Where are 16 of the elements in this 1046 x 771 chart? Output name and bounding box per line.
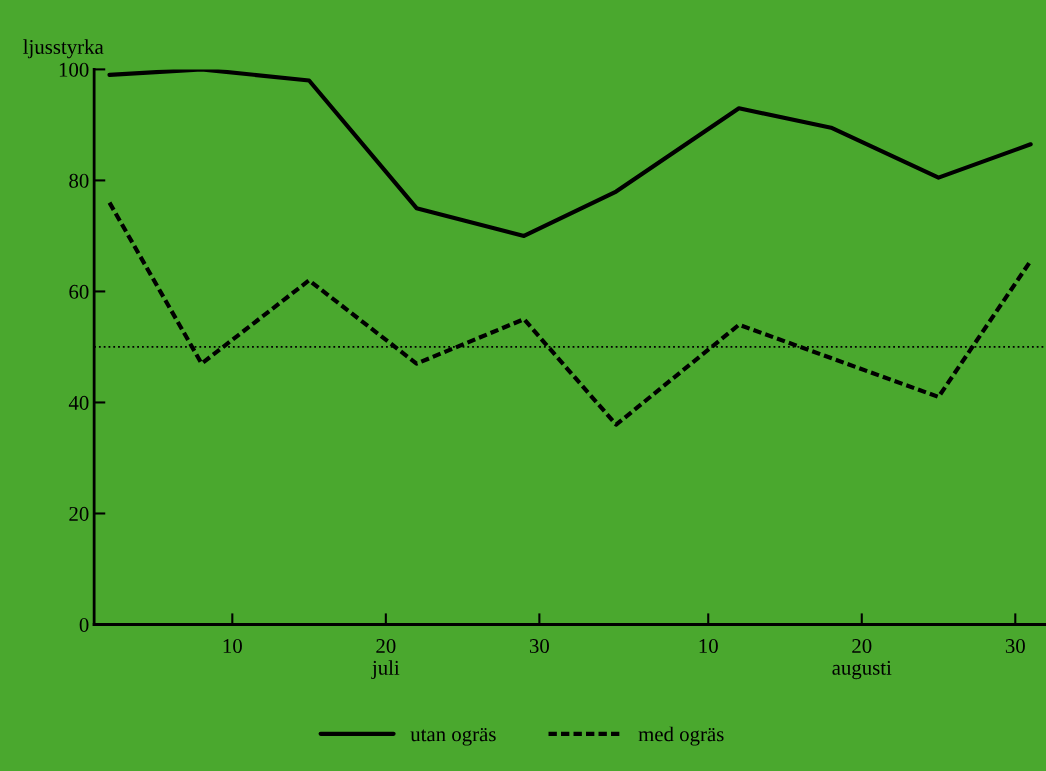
y-axis-title: ljusstyrka [23, 39, 104, 59]
y-tick-label: 20 [69, 506, 89, 521]
y-tick-label: 40 [68, 395, 89, 410]
x-tick-label: 10 [223, 639, 242, 654]
x-tick-label: 20 augusti [832, 639, 892, 680]
legend-label: utan ogräs [410, 727, 496, 746]
y-tick-label: 100 [59, 62, 89, 77]
y-tick-label: 80 [69, 173, 89, 188]
x-tick-label: 30 [1005, 639, 1025, 654]
x-tick-label: 20 juli [371, 639, 400, 680]
x-tick-label: 30 [529, 639, 549, 654]
x-tick-label: 10 [699, 639, 718, 654]
y-tick-label: 60 [69, 284, 89, 299]
legend-label: med ogräs [638, 726, 724, 746]
y-tick-label: 0 [79, 617, 89, 632]
line-series [107, 69, 1033, 239]
